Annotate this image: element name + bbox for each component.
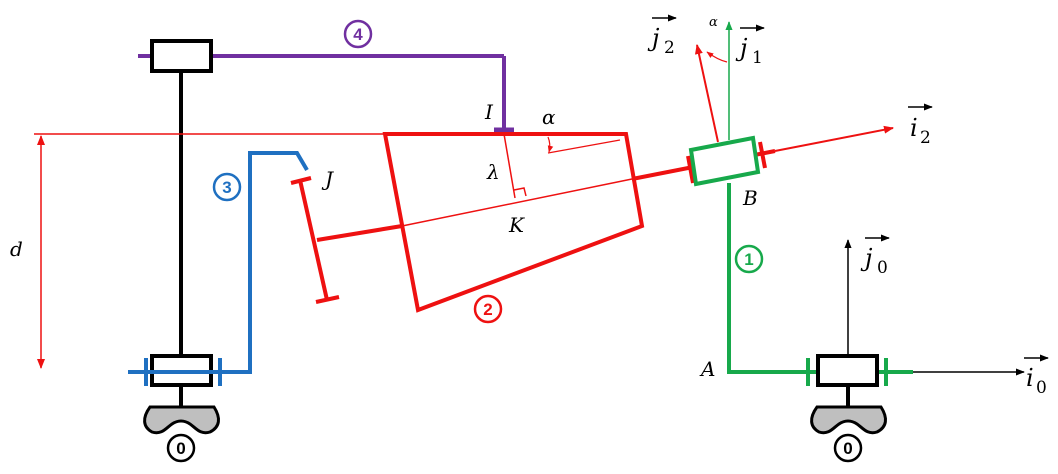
vector-j2-letter: j (647, 24, 660, 52)
vector-j2-arrow (694, 44, 719, 143)
solid-2-bar-j-cap-bottom (315, 295, 340, 304)
solid-3: 3 (128, 151, 309, 386)
slider-4-0 (150, 39, 213, 73)
solid-2-bar-j-cap-top (290, 176, 312, 185)
label-lambda: λ (486, 160, 500, 184)
vector-j1-label: j 1 (735, 24, 765, 68)
solid-2-bar-j (298, 179, 329, 301)
right-angle-mark (513, 187, 527, 197)
solid-3-link (128, 151, 309, 374)
alpha-arc (547, 136, 554, 153)
label-point-i: I (484, 100, 494, 124)
alpha-arc-j (706, 51, 728, 63)
vector-j0-subscript: 0 (877, 258, 888, 278)
vector-j2-label: j 2 (647, 14, 677, 58)
solid-4-number: 4 (353, 25, 363, 44)
lambda-segment (503, 133, 516, 199)
dimension-d: d (10, 135, 45, 369)
alpha-line (547, 139, 621, 154)
solid-2-badge (473, 294, 503, 324)
solid-3-badge (212, 172, 242, 202)
vector-i2-subscript: 2 (920, 128, 931, 148)
label-d: d (10, 237, 23, 261)
solid-1-number: 1 (744, 250, 753, 269)
vector-i2-letter: i (910, 114, 918, 142)
slider-2-1 (688, 135, 761, 187)
vector-j0-label: j 0 (860, 234, 890, 278)
solid-2-plate (382, 132, 645, 313)
vector-j1-subscript: 1 (752, 48, 763, 68)
vector-j2-subscript: 2 (664, 38, 675, 58)
label-alpha: α (542, 105, 556, 129)
vector-i0-subscript: 0 (1036, 378, 1047, 398)
vector-i2-label: i 2 (908, 103, 933, 148)
solid-2-axis-inner (401, 178, 633, 227)
solid-0-number-left: 0 (176, 439, 185, 458)
solid-2: 2 (34, 44, 894, 324)
solid-3-number: 3 (222, 178, 231, 197)
label-point-a: A (699, 357, 715, 381)
vector-j1-letter: j (735, 34, 748, 62)
solid-2-rod-left (316, 224, 403, 242)
solid-2-number: 2 (483, 300, 492, 319)
solid-4: 4 (138, 19, 514, 133)
solid-4-badge (343, 19, 373, 49)
vector-i2-arrow (774, 125, 894, 152)
solid-0-badge-left (166, 433, 196, 463)
label-point-j: J (321, 167, 334, 191)
pivot-1-0 (816, 354, 879, 387)
vector-i0-letter: i (1026, 364, 1034, 392)
solid-2-bearing-left (686, 155, 695, 184)
label-point-k: K (508, 213, 525, 237)
label-point-b: B (742, 186, 758, 210)
vector-j0-letter: j (860, 244, 873, 272)
solid-1: 1 (688, 21, 913, 386)
vector-i0-label: i 0 (1024, 354, 1049, 398)
solid-2-bearing-right (758, 141, 767, 169)
ground-right (810, 405, 887, 435)
solid-0-right: 0 (810, 239, 1025, 463)
solid-0-number-right: 0 (843, 439, 852, 458)
label-alpha-small: α (709, 15, 718, 30)
solid-0-left: 0 (143, 39, 220, 463)
solid-0-badge-right (833, 433, 863, 463)
solid-1-badge (734, 244, 764, 274)
ground-left (143, 405, 220, 435)
